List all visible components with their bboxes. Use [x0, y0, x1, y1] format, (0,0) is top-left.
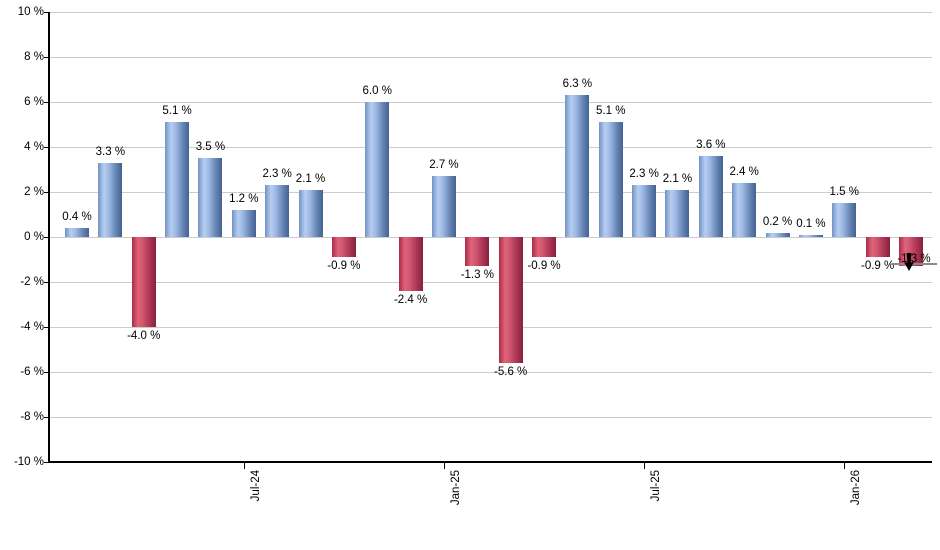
bar[interactable] [431, 176, 456, 237]
y-grid-line [49, 282, 932, 283]
y-tick-mark [44, 237, 49, 238]
bar-value-label: -0.9 % [861, 260, 895, 273]
bar[interactable] [865, 237, 890, 258]
y-axis-tick-label: 10 % [17, 6, 44, 18]
y-axis-tick-label: -4 % [20, 321, 44, 333]
bar-value-label: 0.1 % [796, 217, 826, 230]
y-tick-mark [44, 147, 49, 148]
y-axis-tick-label: 4 % [24, 141, 44, 153]
bar-value-label: -1.3 % [460, 269, 494, 282]
y-tick-mark [44, 192, 49, 193]
bar[interactable] [365, 102, 390, 237]
bar-value-label: 2.1 % [662, 172, 693, 185]
bar[interactable] [899, 237, 923, 267]
bar[interactable] [65, 228, 89, 237]
bar[interactable] [832, 203, 857, 237]
bar[interactable] [331, 237, 356, 258]
bar-value-label: 2.3 % [629, 168, 659, 181]
bar-value-label: -0.9 % [527, 260, 561, 273]
bar-value-label: 0.2 % [762, 215, 793, 228]
x-tick-mark [844, 463, 846, 469]
bar[interactable] [632, 185, 657, 237]
bar-value-label: -5.6 % [494, 366, 528, 378]
y-axis-tick-label: 2 % [24, 186, 44, 198]
bar[interactable] [231, 210, 256, 237]
bar[interactable] [698, 156, 723, 237]
y-grid-line [49, 57, 932, 58]
y-tick-mark [44, 57, 49, 58]
y-grid-line [49, 372, 932, 373]
y-grid-line [49, 237, 932, 238]
y-tick-mark [44, 417, 49, 418]
bar-value-label: 1.5 % [829, 186, 859, 199]
bar[interactable] [798, 234, 823, 237]
mouse-cursor-icon [903, 252, 915, 272]
bar-value-label: 5.1 % [596, 105, 626, 118]
cursor-underline [892, 263, 937, 266]
x-axis-tick-label: Jul-24 [249, 470, 262, 502]
bar[interactable] [298, 189, 323, 237]
bar[interactable] [732, 183, 757, 237]
bar-value-label: 2.3 % [262, 168, 292, 181]
y-tick-mark [44, 12, 49, 13]
bar[interactable] [565, 95, 590, 237]
y-tick-mark [44, 462, 49, 463]
y-grid-line [49, 147, 932, 148]
x-axis-tick-label: Jan-25 [449, 470, 462, 506]
bar[interactable] [98, 162, 123, 237]
y-axis-tick-label: 8 % [24, 51, 44, 63]
bar-value-label: 2.1 % [295, 172, 326, 185]
x-axis-tick-label: Jan-26 [850, 470, 863, 506]
bar[interactable] [265, 185, 290, 237]
x-axis-tick-label: Jul-25 [650, 470, 663, 502]
y-axis-tick-label: 0 % [24, 231, 44, 243]
bar-value-label: 5.1 % [162, 105, 192, 118]
bar[interactable] [131, 237, 156, 327]
bar-value-label: -4.0 % [127, 330, 161, 342]
bar-value-label: 1.2 % [229, 193, 259, 205]
x-tick-mark [644, 463, 646, 469]
bar-value-label: -0.9 % [327, 260, 361, 273]
bar[interactable] [398, 237, 423, 291]
x-axis-line [48, 461, 932, 463]
bar-value-label: 2.7 % [429, 159, 459, 172]
y-grid-line [49, 12, 932, 13]
y-tick-mark [44, 282, 49, 283]
y-tick-mark [44, 327, 49, 328]
bar-value-label: 3.3 % [95, 145, 126, 158]
bar[interactable] [165, 122, 190, 237]
y-axis-tick-label: -8 % [20, 411, 44, 423]
y-axis-tick-label: -10 % [13, 456, 44, 468]
y-grid-line [49, 417, 932, 418]
bar-value-label: 2.4 % [729, 166, 759, 178]
x-tick-mark [243, 463, 245, 469]
y-grid-line [49, 102, 932, 103]
bar[interactable] [465, 237, 490, 267]
bar[interactable] [198, 158, 223, 237]
y-tick-mark [44, 372, 49, 373]
bar[interactable] [665, 189, 690, 237]
y-axis-tick-label: -6 % [20, 366, 44, 378]
bar[interactable] [765, 232, 790, 237]
bar-value-label: 3.5 % [195, 141, 226, 154]
y-grid-line [49, 327, 932, 328]
bar-value-label: 6.0 % [362, 85, 392, 97]
y-tick-mark [44, 102, 49, 103]
bar-value-label: 0.4 % [62, 211, 92, 223]
x-tick-mark [443, 463, 445, 469]
bar[interactable] [498, 237, 523, 363]
bar-value-label: -1.3 % [897, 253, 931, 266]
y-axis-tick-label: -2 % [20, 276, 44, 288]
bar-value-label: -2.4 % [393, 294, 428, 306]
bar-value-label: 3.6 % [696, 139, 726, 151]
y-grid-line [49, 192, 932, 193]
bar[interactable] [532, 237, 557, 258]
bar[interactable] [598, 122, 623, 237]
y-axis-line [48, 12, 50, 463]
y-axis-tick-label: 6 % [24, 96, 44, 108]
bar-value-label: 6.3 % [562, 78, 593, 91]
